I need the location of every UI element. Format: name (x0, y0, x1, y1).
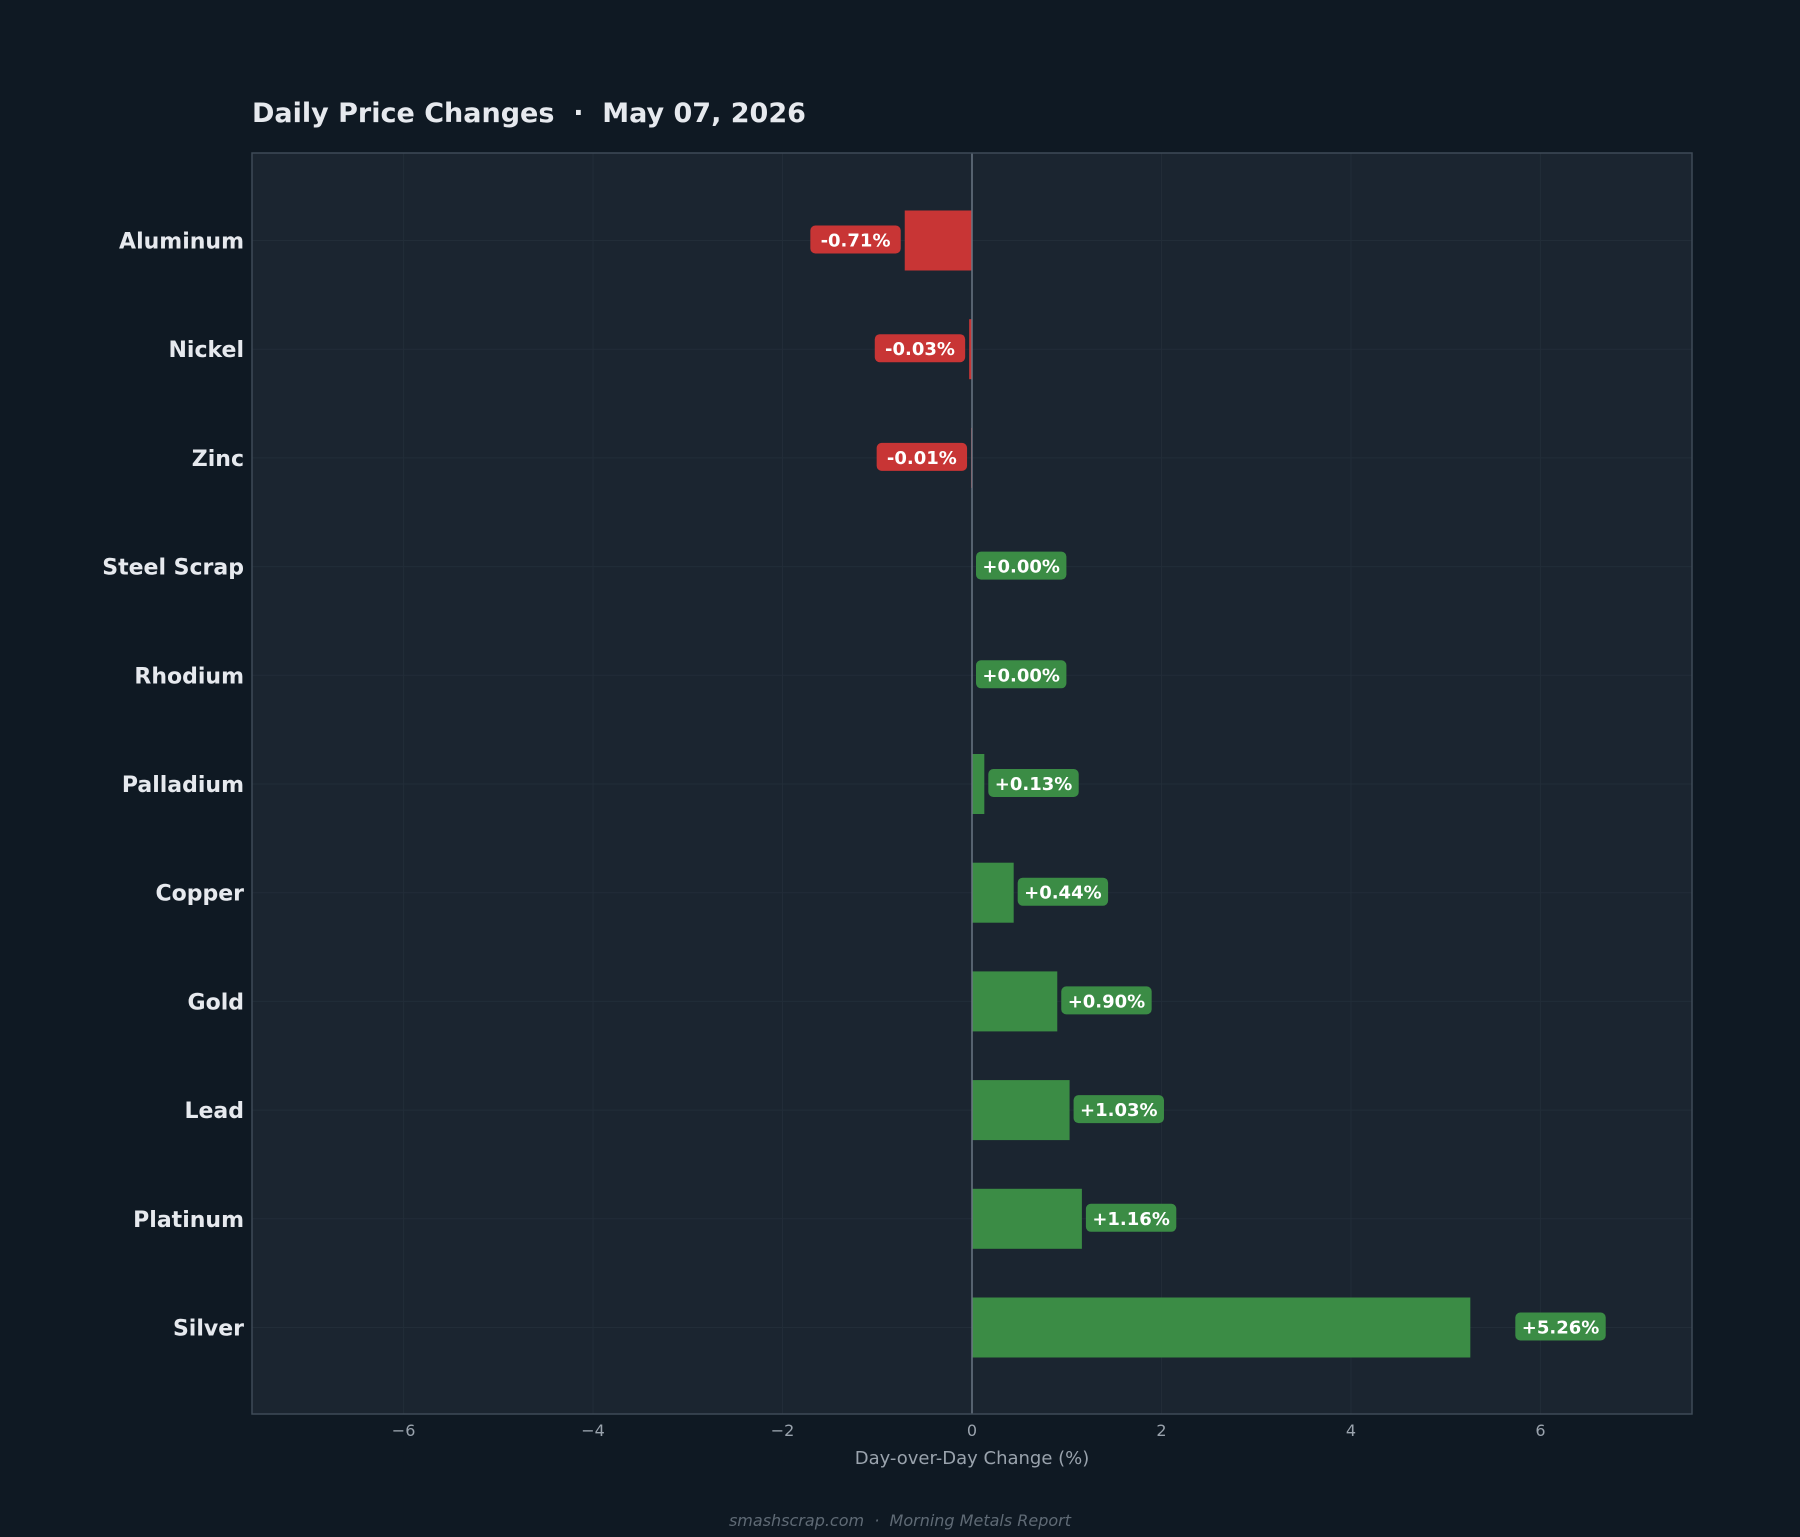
data-label-background (1073, 1095, 1164, 1124)
category-label: Nickel (169, 338, 245, 363)
category-label: Gold (188, 990, 244, 1015)
data-label-text: +0.44% (1024, 883, 1102, 904)
category-label: Aluminum (119, 230, 244, 255)
bar-palladium (972, 754, 985, 814)
data-label: +0.00% (976, 551, 1067, 580)
data-label-text: +0.90% (1068, 991, 1146, 1012)
x-tick-label: 2 (1156, 1421, 1166, 1440)
x-tick-label: 6 (1535, 1421, 1545, 1440)
data-label: +0.00% (976, 660, 1067, 689)
category-label: Rhodium (134, 664, 244, 689)
x-axis-ticks: −6 −4 −2 0 2 4 6 (392, 1421, 1546, 1440)
bar-aluminum (904, 210, 972, 271)
category-label: Steel Scrap (102, 556, 244, 581)
x-tick-label: 0 (967, 1421, 977, 1440)
data-label-text: -0.71% (821, 231, 891, 252)
bars (904, 210, 1471, 1358)
bar-platinum (972, 1188, 1082, 1249)
x-tick-label: −4 (581, 1421, 605, 1440)
data-label-background (976, 551, 1067, 580)
data-label-text: +0.00% (982, 557, 1060, 578)
data-label: -0.01% (876, 442, 968, 471)
bar-copper (972, 862, 1014, 923)
category-label: Lead (184, 1099, 244, 1124)
category-label: Palladium (122, 773, 244, 798)
data-label: +0.13% (988, 769, 1079, 797)
bar-nickel (969, 319, 972, 380)
data-label-text: +0.00% (982, 665, 1060, 686)
category-label: Zinc (192, 447, 244, 472)
x-tick-label: −2 (771, 1421, 795, 1440)
data-label-background (976, 660, 1067, 689)
data-label-text: +0.13% (995, 774, 1073, 795)
data-label-background (876, 442, 968, 471)
data-label-text: +5.26% (1522, 1318, 1600, 1339)
category-label: Platinum (133, 1208, 244, 1233)
data-label-text: +1.03% (1080, 1100, 1158, 1121)
footer-credit: smashscrap.com · Morning Metals Report (729, 1511, 1072, 1530)
data-labels: -0.71% -0.03% -0.01% +0.00% +0.00% +0.13% +0.4… (810, 225, 1606, 1341)
data-label-background (1515, 1312, 1606, 1341)
data-label-background (1085, 1203, 1177, 1232)
bar-silver (972, 1297, 1471, 1358)
x-axis-label: Day-over-Day Change (%) (855, 1448, 1090, 1469)
data-label-text: -0.01% (887, 448, 957, 469)
data-label-background (988, 769, 1079, 797)
data-label: -0.71% (810, 225, 901, 254)
category-labels: Aluminum Nickel Zinc Steel Scrap Rhodium Pall… (102, 230, 244, 1342)
data-label: -0.03% (874, 334, 966, 363)
data-label-background (1017, 877, 1109, 906)
bar-gold (972, 971, 1058, 1032)
bar-lead (972, 1080, 1070, 1141)
data-label-text: -0.03% (885, 339, 955, 360)
chart-title: Daily Price Changes · May 07, 2026 (252, 98, 806, 129)
x-tick-label: 4 (1346, 1421, 1356, 1440)
data-label: +1.03% (1073, 1095, 1164, 1124)
data-label: +1.16% (1085, 1203, 1177, 1232)
data-label-background (874, 334, 966, 363)
category-label: Silver (173, 1317, 244, 1342)
data-label-text: +1.16% (1092, 1209, 1170, 1230)
x-tick-label: −6 (392, 1421, 416, 1440)
plot-frame (251, 152, 1693, 1415)
data-label: +0.90% (1061, 986, 1152, 1015)
data-label-background (1061, 986, 1152, 1015)
data-label: +0.44% (1017, 877, 1109, 906)
category-label: Copper (155, 882, 244, 907)
data-label-background (810, 225, 901, 254)
data-label: +5.26% (1515, 1312, 1606, 1341)
